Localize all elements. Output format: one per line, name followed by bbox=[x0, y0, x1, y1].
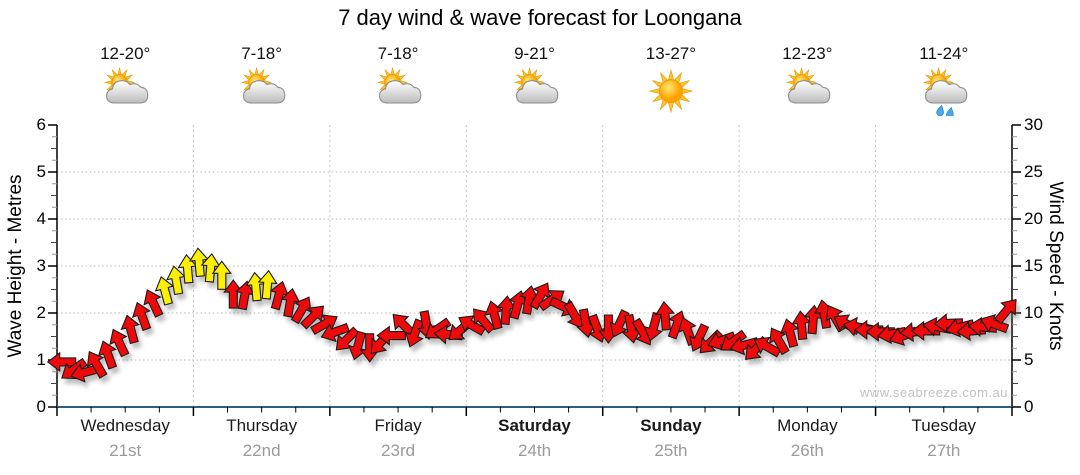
raindrop-icon bbox=[945, 106, 954, 119]
wind-axis-tick-label: 5 bbox=[1024, 350, 1034, 369]
wind-axis-tick-label: 20 bbox=[1024, 209, 1043, 228]
day-date-label: 25th bbox=[654, 441, 688, 460]
day-date-label: 26th bbox=[790, 441, 824, 460]
raindrop-icon bbox=[936, 104, 944, 117]
day-date-label: 23rd bbox=[381, 441, 416, 460]
wind-arrow bbox=[131, 301, 152, 332]
wind-axis-tick-label: 10 bbox=[1024, 303, 1043, 322]
wind-arrow bbox=[211, 260, 232, 290]
wind-axis-tick-label: 0 bbox=[1024, 397, 1034, 416]
day-name-label: Friday bbox=[374, 416, 422, 435]
day-name-label: Saturday bbox=[498, 416, 571, 435]
wind-arrow bbox=[753, 336, 782, 358]
weather-icon bbox=[509, 64, 561, 116]
wave-axis-tick-label: 1 bbox=[36, 350, 46, 369]
temperature-range-label: 12-20° bbox=[100, 44, 151, 63]
wave-axis-tick-label: 4 bbox=[36, 209, 46, 228]
temperature-range-label: 7-18° bbox=[377, 44, 419, 63]
weather-icon-sun-cloud bbox=[513, 66, 558, 104]
day-date-label: 27th bbox=[927, 441, 961, 460]
wind-arrow bbox=[300, 305, 325, 330]
weather-icon bbox=[781, 64, 833, 116]
wave-axis-tick-label: 5 bbox=[36, 162, 46, 181]
watermark-text: www.seabreeze.com.au bbox=[859, 385, 1008, 400]
weather-icon-sun-cloud bbox=[376, 66, 422, 104]
temperature-range-label: 7-18° bbox=[241, 44, 283, 63]
wind-arrow bbox=[120, 314, 141, 345]
weather-icon-sun-cloud bbox=[104, 66, 149, 104]
wind-axis-tick-label: 15 bbox=[1024, 256, 1043, 275]
wind-arrow bbox=[143, 289, 164, 318]
wind-arrow bbox=[109, 328, 130, 358]
wind-arrow bbox=[97, 340, 118, 370]
cloud bbox=[515, 80, 558, 104]
sun-rays bbox=[648, 68, 694, 114]
temperature-range-label: 11-24° bbox=[919, 44, 969, 63]
wind-arrow bbox=[609, 309, 630, 338]
cloud bbox=[242, 80, 285, 104]
cloud bbox=[788, 80, 831, 104]
wind-axis-tick-label: 30 bbox=[1024, 115, 1043, 134]
sun-disc bbox=[659, 79, 683, 103]
weather-icon bbox=[645, 64, 697, 116]
weather-icon-sun-cloud-rain bbox=[922, 66, 968, 119]
wind-arrow bbox=[769, 327, 790, 356]
day-date-label: 22nd bbox=[242, 441, 281, 460]
weather-icon-sun-cloud bbox=[786, 66, 831, 104]
weather-icon bbox=[372, 64, 424, 116]
wind-arrow bbox=[86, 350, 108, 379]
cloud bbox=[106, 80, 149, 104]
weather-icon bbox=[99, 64, 151, 116]
weather-icon bbox=[236, 64, 288, 116]
weather-icon-sun-cloud bbox=[240, 66, 285, 104]
day-date-label: 24th bbox=[517, 441, 552, 460]
day-name-label: Sunday bbox=[640, 416, 702, 435]
day-date-label: 21st bbox=[109, 441, 142, 460]
day-name-label: Tuesday bbox=[911, 416, 977, 435]
wind-arrow bbox=[404, 318, 425, 348]
weather-icon bbox=[918, 64, 970, 119]
cloud bbox=[924, 80, 968, 104]
wind-arrow bbox=[320, 322, 350, 343]
wind-arrow bbox=[994, 298, 1017, 325]
cloud bbox=[379, 80, 422, 104]
wind-arrow bbox=[46, 351, 77, 372]
weather-icon-sun bbox=[648, 68, 694, 114]
day-name-label: Monday bbox=[777, 416, 838, 435]
wave-axis-tick-label: 2 bbox=[36, 303, 46, 322]
day-name-label: Wednesday bbox=[80, 416, 170, 435]
day-name-label: Thursday bbox=[226, 416, 298, 435]
wind-arrow-series bbox=[46, 247, 1017, 383]
temperature-range-label: 12-23° bbox=[782, 44, 833, 63]
wave-axis-tick-label: 6 bbox=[36, 115, 46, 134]
wave-axis-tick-label: 3 bbox=[36, 256, 46, 275]
temperature-range-label: 9-21° bbox=[514, 44, 555, 63]
wind-arrow bbox=[376, 325, 406, 346]
wind-arrow bbox=[458, 315, 487, 336]
wind-arrow bbox=[290, 296, 312, 325]
chart-title: 7 day wind & wave forecast for Loongana bbox=[338, 5, 742, 30]
wave-axis-tick-label: 0 bbox=[36, 397, 46, 416]
wind-arrow bbox=[257, 269, 278, 300]
wind-arrow bbox=[654, 300, 676, 331]
temperature-range-label: 13-27° bbox=[645, 44, 697, 63]
wind-arrow bbox=[154, 276, 175, 306]
wind-axis-tick-label: 25 bbox=[1024, 162, 1043, 181]
wind-arrow bbox=[979, 313, 1010, 334]
